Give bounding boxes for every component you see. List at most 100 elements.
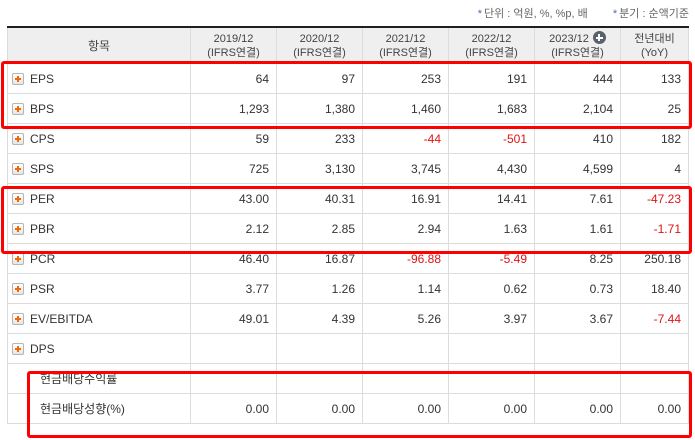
value-cell: 0.00 [534,393,621,424]
expand-row-icon[interactable] [12,282,24,295]
table-row: 현금배당성향(%) 0.00 0.00 0.00 0.00 0.00 0.00 [7,393,689,424]
value-cell: 0.00 [448,393,535,424]
asterisk-icon: * [477,8,482,20]
value-cell: 725 [190,153,277,184]
expand-row-icon[interactable] [12,312,24,325]
value-cell [620,363,689,394]
value-cell [362,333,449,364]
column-header: 2021/12 (IFRS연결) [362,27,449,64]
value-cell: 4,430 [448,153,535,184]
expand-row-icon[interactable] [12,162,24,175]
expand-row-icon[interactable] [12,102,24,115]
expand-row-icon[interactable] [12,132,24,145]
value-cell: 16.87 [276,243,363,274]
value-cell: -44 [362,123,449,154]
value-cell: 2.12 [190,213,277,244]
value-cell: 253 [362,63,449,94]
row-label: DPS [30,341,55,356]
row-label-cell: EPS [7,63,191,94]
table-row: PSR 3.77 1.26 1.14 0.62 0.73 18.40 [7,273,689,304]
column-year-label: 2023/12 [549,33,589,45]
value-cell [534,333,621,364]
value-cell: 191 [448,63,535,94]
value-cell: 133 [620,63,689,94]
value-cell: 3.77 [190,273,277,304]
row-label-cell: DPS [7,333,191,364]
value-cell: 2.94 [362,213,449,244]
column-header: 2023/12 (IFRS연결) [534,27,621,64]
expand-row-icon[interactable] [12,72,24,85]
value-cell: 0.00 [276,393,363,424]
value-cell: 182 [620,123,689,154]
value-cell: 1.63 [448,213,535,244]
value-cell: 14.41 [448,183,535,214]
table-row: EV/EBITDA 49.01 4.39 5.26 3.97 3.67 -7.44 [7,303,689,334]
value-cell [276,363,363,394]
value-cell: 0.73 [534,273,621,304]
value-cell: -96.88 [362,243,449,274]
value-cell: 4,599 [534,153,621,184]
row-label: PCR [30,251,56,266]
expand-row-icon[interactable] [12,252,24,265]
column-header: 2020/12 (IFRS연결) [276,27,363,64]
row-label-cell: PCR [7,243,191,274]
value-cell: 0.00 [362,393,449,424]
column-header-item: 항목 [7,27,191,64]
value-cell: 444 [534,63,621,94]
row-label-cell: SPS [7,153,191,184]
column-header: 전년대비 (YoY) [620,27,689,64]
value-cell: 40.31 [276,183,363,214]
row-label: PBR [30,221,55,236]
column-header: 2022/12 (IFRS연결) [448,27,535,64]
column-year-label: 2020/12 [299,32,340,45]
asterisk-icon: * [612,8,618,20]
row-label-cell: PER [7,183,191,214]
note-unit: * 단위 : 억원, %, %p, 배 [478,8,588,20]
value-cell: 1,293 [190,93,277,124]
row-label-cell: 현금배당성향(%) [7,393,191,424]
per-share-metrics-table: 항목 2019/12 (IFRS연결) 2020/12 (IFRS연결) 2021/12… [7,26,689,424]
value-cell: 1.14 [362,273,449,304]
value-cell: 5.26 [362,303,449,334]
value-cell: 59 [190,123,277,154]
add-period-icon[interactable] [592,31,606,44]
value-cell: 18.40 [620,273,689,304]
column-sub-label: (YoY) [640,46,669,59]
value-cell [448,363,535,394]
table-row: BPS 1,293 1,380 1,460 1,683 2,104 25 [7,93,689,124]
row-label-cell: EV/EBITDA [7,303,191,334]
column-sub-label: (IFRS연결) [293,46,346,59]
value-cell: 7.61 [534,183,621,214]
value-cell [534,363,621,394]
row-label-cell: BPS [7,93,191,124]
value-cell [448,333,535,364]
value-cell: 2,104 [534,93,621,124]
column-year-label: 전년대비 [634,32,675,45]
expand-row-icon[interactable] [12,342,24,355]
value-cell: -501 [448,123,535,154]
value-cell: 4 [620,153,689,184]
row-label: EPS [30,71,55,86]
value-cell: 1,683 [448,93,535,124]
row-label-cell: 현금배당수익률 [7,363,191,394]
value-cell: 25 [620,93,689,124]
row-label: 현금배당수익률 [40,372,118,386]
value-cell: 16.91 [362,183,449,214]
value-cell [620,333,689,364]
value-cell: -47.23 [620,183,689,214]
value-cell [190,333,277,364]
row-label-cell: CPS [7,123,191,154]
row-label: BPS [30,101,55,116]
row-label: EV/EBITDA [30,311,93,326]
value-cell: 8.25 [534,243,621,274]
expand-row-icon[interactable] [12,222,24,235]
value-cell: 64 [190,63,277,94]
column-sub-label: (IFRS연결) [465,46,518,59]
column-sub-label: (IFRS연결) [207,46,260,59]
expand-row-icon[interactable] [12,192,24,205]
table-row: CPS 59 233 -44 -501 410 182 [7,123,689,154]
value-cell: -5.49 [448,243,535,274]
value-cell: 46.40 [190,243,277,274]
value-cell: 97 [276,63,363,94]
value-cell [276,333,363,364]
